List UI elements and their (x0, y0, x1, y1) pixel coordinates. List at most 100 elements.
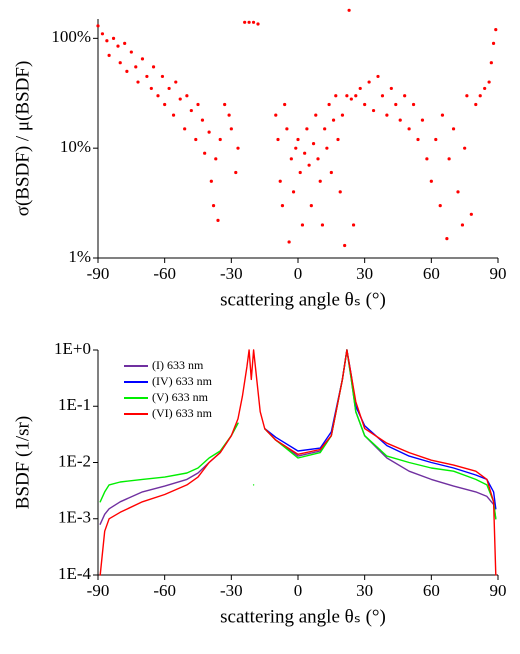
point (129, 50, 133, 54)
point (338, 190, 342, 194)
point (334, 94, 338, 98)
point (447, 157, 451, 161)
y-tick-label: 1E-4 (58, 564, 92, 583)
x-tick-label: -30 (220, 581, 243, 600)
point (345, 94, 349, 98)
point (216, 218, 220, 222)
point (465, 94, 469, 98)
point (429, 179, 433, 183)
point (211, 203, 216, 208)
x-tick-label: -30 (220, 264, 243, 283)
y-tick-label: 1E-1 (58, 395, 91, 414)
y-tick-label: 1E-2 (58, 451, 91, 470)
point (156, 94, 160, 98)
point (236, 146, 240, 150)
point (274, 113, 278, 117)
y-tick-label: 1E-3 (58, 508, 91, 527)
point (291, 190, 296, 194)
legend-label: (V) 633 nm (152, 390, 209, 404)
point (394, 102, 398, 107)
point (200, 118, 205, 122)
point (463, 146, 467, 150)
point (416, 137, 420, 142)
y-tick-label: 1E+0 (54, 339, 91, 358)
point (294, 146, 298, 150)
point (185, 94, 189, 98)
point (243, 20, 247, 24)
series-line (99, 349, 497, 576)
point (300, 223, 305, 227)
point (358, 86, 362, 91)
point (218, 137, 222, 142)
point (438, 203, 442, 208)
point (371, 108, 376, 113)
x-tick-label: 90 (490, 264, 507, 283)
point (320, 223, 325, 227)
point (171, 113, 176, 117)
point (407, 127, 411, 131)
point (494, 28, 498, 32)
point (347, 8, 351, 12)
point (354, 94, 358, 98)
point (214, 157, 218, 161)
x-tick-label: -60 (153, 581, 176, 600)
point (183, 127, 187, 131)
point (483, 86, 487, 91)
point (329, 170, 333, 175)
point (318, 179, 322, 183)
series-line (99, 349, 497, 520)
point (474, 102, 478, 107)
y-axis-label: BSDF (1/sr) (12, 416, 33, 509)
point (209, 179, 213, 183)
point (489, 61, 493, 65)
y-tick-label: 10% (60, 137, 91, 156)
point (149, 86, 153, 91)
point (223, 102, 227, 107)
point (251, 20, 256, 24)
point (163, 102, 167, 107)
point (478, 94, 482, 98)
point (105, 39, 109, 43)
point (325, 146, 329, 150)
point (134, 65, 138, 69)
point (385, 113, 389, 117)
legend-label: (VI) 633 nm (152, 406, 213, 420)
x-tick-label: -90 (87, 264, 110, 283)
point (307, 163, 311, 167)
point (123, 41, 127, 45)
point (247, 20, 251, 24)
point (298, 170, 302, 175)
legend-label: (I) 633 nm (152, 358, 204, 372)
x-tick-label: 60 (423, 264, 440, 283)
point (96, 24, 100, 28)
point (491, 41, 496, 45)
point (425, 157, 429, 161)
point (289, 157, 293, 161)
point (380, 94, 385, 98)
point (331, 118, 336, 122)
point (367, 80, 371, 84)
point (178, 97, 182, 101)
point (100, 32, 105, 36)
point (403, 94, 407, 98)
point (278, 179, 282, 183)
point (296, 137, 300, 142)
x-axis-label: scattering angle θₛ (°) (220, 289, 386, 310)
point (445, 237, 449, 241)
point (487, 80, 491, 84)
point (411, 102, 416, 107)
y-tick-label: 1% (68, 247, 91, 266)
y-axis-label: σ(BSDF) / μ(BSDF) (12, 61, 33, 217)
point (460, 223, 465, 227)
point (314, 113, 318, 117)
point (256, 22, 260, 26)
point (327, 102, 331, 107)
point (151, 65, 156, 69)
point (363, 102, 367, 107)
point (107, 53, 111, 57)
point (389, 86, 393, 91)
point (434, 137, 438, 142)
point (227, 113, 231, 117)
